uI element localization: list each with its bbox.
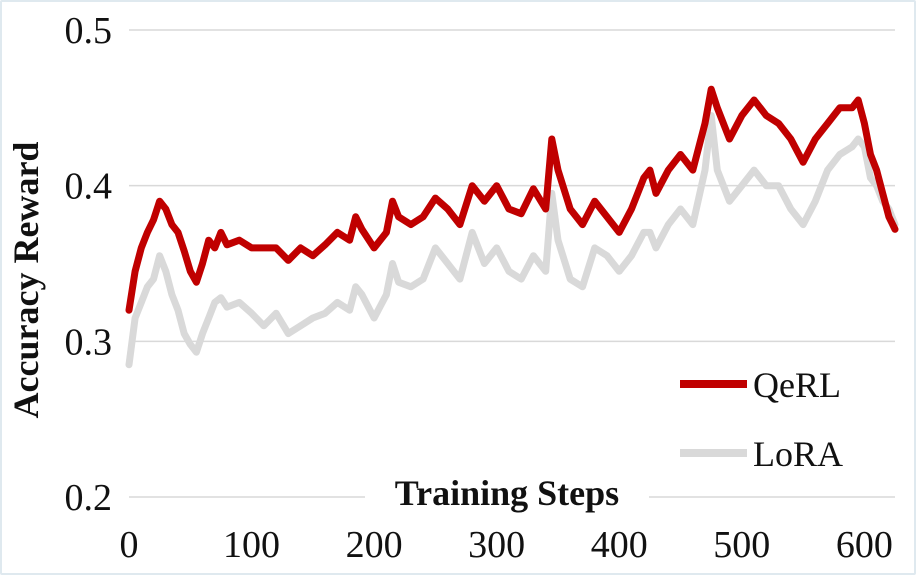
x-tick-label: 100 xyxy=(223,524,280,566)
x-tick-label: 500 xyxy=(713,524,770,566)
x-axis-title-background xyxy=(365,467,649,515)
y-axis-title: Accuracy Reward xyxy=(6,142,46,419)
legend-label-lora: LoRA xyxy=(753,434,843,474)
legend-label-qerl: QeRL xyxy=(753,365,841,405)
y-tick-label: 0.4 xyxy=(65,166,113,208)
y-tick-label: 0.5 xyxy=(65,10,113,52)
x-tick-label: 400 xyxy=(591,524,648,566)
x-tick-label: 600 xyxy=(836,524,893,566)
x-axis-title: Training Steps xyxy=(395,473,619,513)
x-tick-label: 200 xyxy=(346,524,403,566)
legend: QeRL LoRA xyxy=(680,365,843,474)
x-tick-label: 0 xyxy=(120,524,139,566)
series-lines xyxy=(125,85,899,369)
gridlines xyxy=(129,29,895,498)
y-tick-label: 0.2 xyxy=(65,477,113,519)
x-tick-labels: 0 100 200 300 400 500 600 xyxy=(120,524,893,566)
y-tick-label: 0.3 xyxy=(65,321,113,363)
x-tick-label: 300 xyxy=(468,524,525,566)
y-tick-labels: 0.2 0.3 0.4 0.5 xyxy=(65,10,113,519)
series-line-lora xyxy=(125,112,899,369)
series-line-qerl xyxy=(125,85,899,314)
